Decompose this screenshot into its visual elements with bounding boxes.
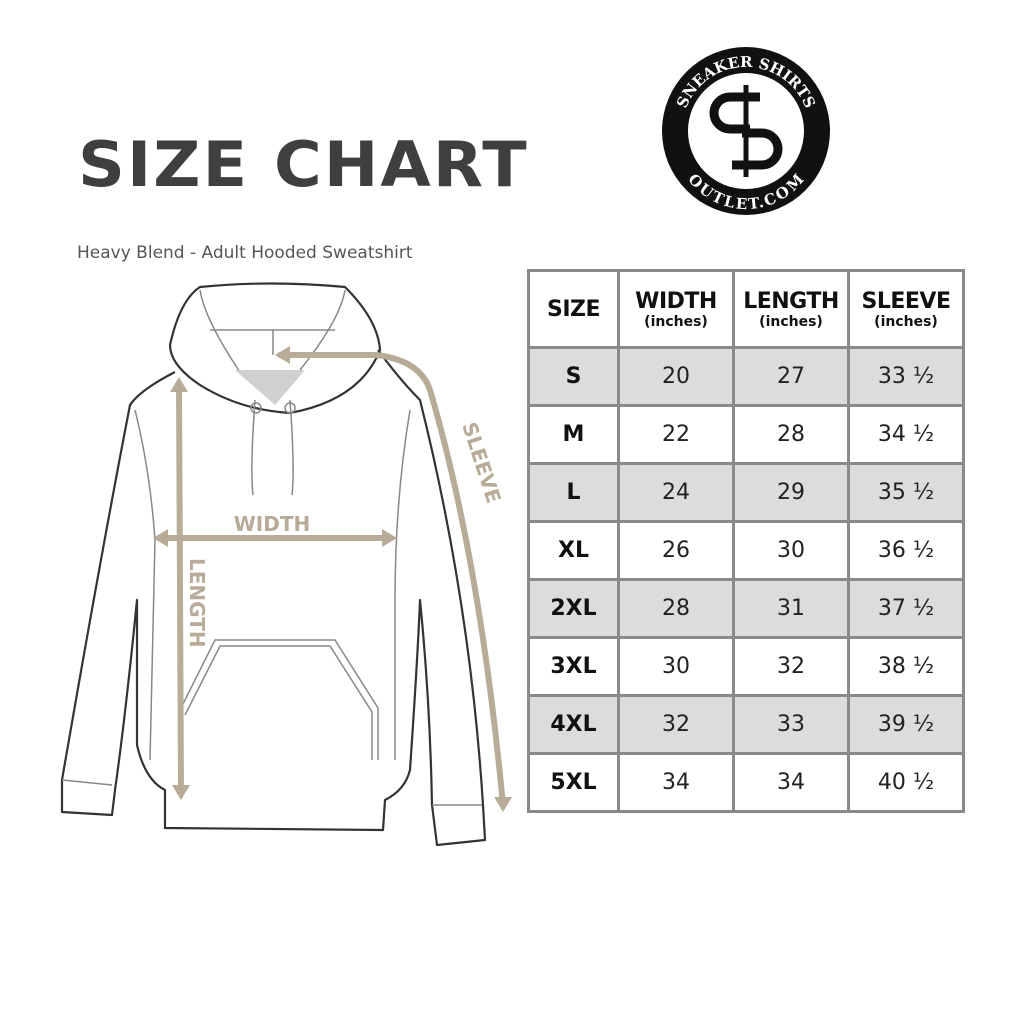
table-row: 2XL 28 31 37 ½ bbox=[527, 578, 965, 639]
size-cell: 3XL bbox=[527, 636, 620, 697]
size-table: SIZE WIDTH (inches) LENGTH (inches) SLEEVE (in… bbox=[527, 269, 965, 813]
column-unit: (inches) bbox=[759, 313, 823, 330]
hoodie-diagram: WIDTH LENGTH SLEEVE bbox=[60, 282, 512, 847]
measure-cell: 30 bbox=[732, 520, 850, 581]
measure-cell: 28 bbox=[617, 578, 735, 639]
measure-cell: 22 bbox=[617, 404, 735, 465]
measure-cell: 34 ½ bbox=[847, 404, 965, 465]
measure-cell: 26 bbox=[617, 520, 735, 581]
measure-cell: 33 bbox=[732, 694, 850, 755]
measure-cell: 29 bbox=[732, 462, 850, 523]
measure-cell: 20 bbox=[617, 346, 735, 407]
measure-cell: 24 bbox=[617, 462, 735, 523]
measure-cell: 27 bbox=[732, 346, 850, 407]
sleeve-measure-line bbox=[277, 352, 506, 808]
column-label: WIDTH bbox=[635, 288, 717, 314]
page-title: SIZE CHART bbox=[78, 128, 529, 201]
table-body: S 20 27 33 ½ M 22 28 34 ½ L 24 29 35 ½ XL 26 30 36 ½ 2XL… bbox=[527, 346, 965, 813]
size-cell: 4XL bbox=[527, 694, 620, 755]
measure-cell: 33 ½ bbox=[847, 346, 965, 407]
measure-cell: 36 ½ bbox=[847, 520, 965, 581]
measure-cell: 37 ½ bbox=[847, 578, 965, 639]
column-label: LENGTH bbox=[743, 288, 839, 314]
table-row: M 22 28 34 ½ bbox=[527, 404, 965, 465]
measure-cell: 28 bbox=[732, 404, 850, 465]
length-label: LENGTH bbox=[185, 558, 209, 648]
measure-cell: 31 bbox=[732, 578, 850, 639]
measure-cell: 38 ½ bbox=[847, 636, 965, 697]
measure-cell: 40 ½ bbox=[847, 752, 965, 813]
measure-cell: 30 bbox=[617, 636, 735, 697]
table-row: 3XL 30 32 38 ½ bbox=[527, 636, 965, 697]
measure-cell: 32 bbox=[732, 636, 850, 697]
column-header-length: LENGTH (inches) bbox=[732, 269, 850, 349]
column-label: SLEEVE bbox=[861, 288, 951, 314]
size-cell: 5XL bbox=[527, 752, 620, 813]
measure-cell: 34 bbox=[732, 752, 850, 813]
column-unit: (inches) bbox=[644, 313, 708, 330]
table-row: L 24 29 35 ½ bbox=[527, 462, 965, 523]
column-header-sleeve: SLEEVE (inches) bbox=[847, 269, 965, 349]
table-row: XL 26 30 36 ½ bbox=[527, 520, 965, 581]
column-header-width: WIDTH (inches) bbox=[617, 269, 735, 349]
measure-cell: 39 ½ bbox=[847, 694, 965, 755]
measure-cell: 32 bbox=[617, 694, 735, 755]
measure-cell: 34 bbox=[617, 752, 735, 813]
table-row: S 20 27 33 ½ bbox=[527, 346, 965, 407]
column-unit: (inches) bbox=[874, 313, 938, 330]
product-subtitle: Heavy Blend - Adult Hooded Sweatshirt bbox=[77, 243, 413, 263]
measure-cell: 35 ½ bbox=[847, 462, 965, 523]
column-label: SIZE bbox=[546, 296, 601, 322]
table-row: 5XL 34 34 40 ½ bbox=[527, 752, 965, 813]
table-row: 4XL 32 33 39 ½ bbox=[527, 694, 965, 755]
hood-outline bbox=[168, 282, 382, 415]
size-cell: M bbox=[527, 404, 620, 465]
sleeve-label: SLEEVE bbox=[457, 419, 506, 506]
table-header-row: SIZE WIDTH (inches) LENGTH (inches) SLEEVE (in… bbox=[527, 269, 965, 349]
size-cell: 2XL bbox=[527, 578, 620, 639]
body-outline bbox=[60, 349, 487, 847]
monogram-icon bbox=[709, 85, 783, 177]
column-header-size: SIZE bbox=[527, 269, 620, 349]
size-cell: XL bbox=[527, 520, 620, 581]
size-cell: L bbox=[527, 462, 620, 523]
brand-logo: SNEAKER SHIRTS OUTLET.COM bbox=[662, 47, 830, 215]
width-label: WIDTH bbox=[234, 512, 310, 536]
size-cell: S bbox=[527, 346, 620, 407]
